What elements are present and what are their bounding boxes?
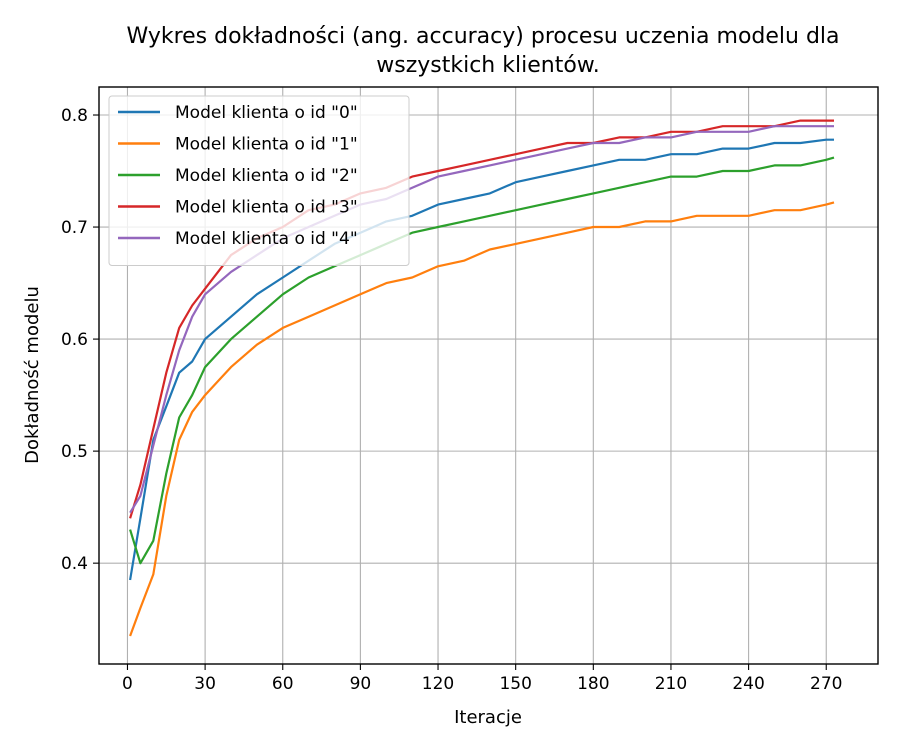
x-tick-label: 180 xyxy=(577,674,609,694)
chart-title-line-1: Wykres dokładności (ang. accuracy) proce… xyxy=(126,24,839,49)
plot-area-frame xyxy=(98,86,879,665)
y-tick-label: 0.5 xyxy=(61,442,88,462)
legend-label-3: Model klienta o id "3" xyxy=(175,198,358,218)
series-line-3 xyxy=(129,119,834,519)
axis-ticks: 0 30 60 90 120 150 180 210 240 270 0.4 0.5 0.6 0.7 0.8 xyxy=(61,106,843,694)
y-tick-label: 0.6 xyxy=(61,330,88,350)
x-tick-label: 120 xyxy=(422,674,454,694)
legend-label-0: Model klienta o id "0" xyxy=(175,103,358,123)
y-tick-label: 0.8 xyxy=(61,106,88,126)
series-line-1 xyxy=(129,201,835,637)
x-tick-label: 0 xyxy=(122,674,133,694)
x-tick-label: 90 xyxy=(350,674,372,694)
legend-box xyxy=(108,95,410,266)
chart-title-line-2: wszystkich klientów. xyxy=(376,53,600,78)
legend-label-4: Model klienta o id "4" xyxy=(175,229,358,249)
x-tick-label: 60 xyxy=(272,674,294,694)
x-tick-label: 270 xyxy=(810,674,842,694)
series-line-2 xyxy=(129,156,835,565)
x-tick-label: 30 xyxy=(194,674,216,694)
series-lines xyxy=(129,119,835,637)
y-axis-label: Dokładność modelu xyxy=(22,286,43,464)
legend-label-1: Model klienta o id "1" xyxy=(175,135,358,155)
legend-label-2: Model klienta o id "2" xyxy=(175,166,358,186)
x-tick-label: 240 xyxy=(732,674,764,694)
y-tick-label: 0.7 xyxy=(61,218,88,238)
legend: Model klienta o id "0" Model klienta o id… xyxy=(108,95,410,266)
x-axis-label: Iteracje xyxy=(454,707,522,728)
series-line-0 xyxy=(129,138,834,581)
x-tick-label: 150 xyxy=(499,674,531,694)
series-line-4 xyxy=(129,125,834,514)
y-tick-label: 0.4 xyxy=(61,554,88,574)
x-tick-label: 210 xyxy=(655,674,687,694)
